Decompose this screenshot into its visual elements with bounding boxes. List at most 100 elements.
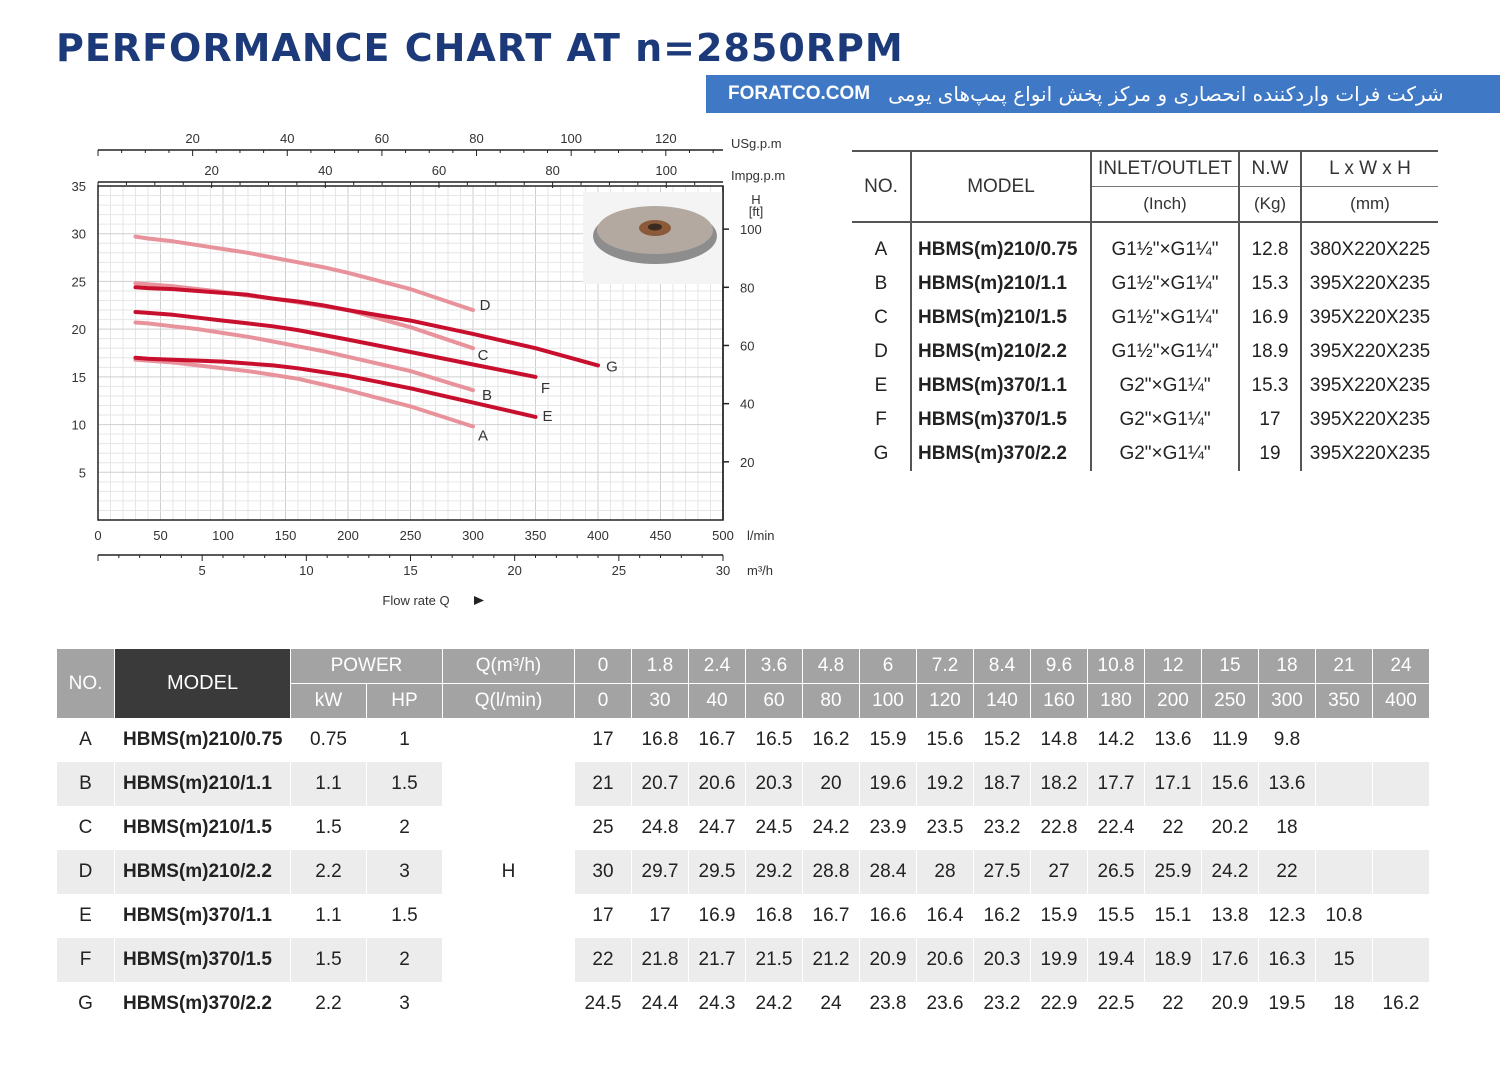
x-tick-label-m3h: 25 xyxy=(612,563,626,578)
perf-h-value: 12.3 xyxy=(1258,894,1316,938)
perf-h-value xyxy=(1372,850,1429,894)
perf-q-m3h: 0 xyxy=(574,649,632,684)
perf-h-value: 15.6 xyxy=(916,718,974,762)
perf-header-q-m3h: Q(m³/h) xyxy=(442,649,575,684)
x-tick-label-lmin: 0 xyxy=(94,528,101,543)
x-axis-impg-tick-label: 100 xyxy=(655,163,677,178)
x-axis-usg-tick-label: 100 xyxy=(560,131,582,146)
perf-h-value: 24.8 xyxy=(631,806,689,850)
perf-h-value: 19.2 xyxy=(916,762,974,806)
perf-model: HBMS(m)210/1.5 xyxy=(114,806,291,850)
spec-inlet: G2"×G1¼" xyxy=(1090,437,1239,471)
perf-h-value: 13.6 xyxy=(1258,762,1316,806)
perf-q-lmin: 100 xyxy=(859,683,917,718)
y-tick-label-m: 35 xyxy=(72,179,86,194)
perf-no: B xyxy=(56,762,115,806)
perf-h-value: 15.9 xyxy=(1030,894,1088,938)
perf-h-value: 10.8 xyxy=(1315,894,1373,938)
x-axis-impg-tick-label: 80 xyxy=(545,163,559,178)
spec-dim: 395X220X235 xyxy=(1300,403,1438,437)
x-tick-label-m3h: 20 xyxy=(507,563,521,578)
perf-no: A xyxy=(56,718,115,762)
spec-model: HBMS(m)210/0.75 xyxy=(910,222,1091,267)
y-tick-label-m: 10 xyxy=(72,418,86,433)
x-axis-usg-unit: USg.p.m xyxy=(731,136,782,151)
x-tick-label-m3h: 5 xyxy=(199,563,206,578)
perf-h-value: 13.6 xyxy=(1144,718,1202,762)
perf-h-value: 27 xyxy=(1030,850,1088,894)
perf-q-m3h: 21 xyxy=(1315,649,1373,684)
curve-label-b: B xyxy=(482,387,492,404)
perf-q-lmin: 160 xyxy=(1030,683,1088,718)
perf-model: HBMS(m)210/0.75 xyxy=(114,718,291,762)
perf-h-value xyxy=(1315,718,1373,762)
perf-h-value: 30 xyxy=(574,850,632,894)
perf-h-value xyxy=(1315,762,1373,806)
perf-h-value: 22.8 xyxy=(1030,806,1088,850)
perf-h-value xyxy=(1315,850,1373,894)
spec-model: HBMS(m)370/1.1 xyxy=(910,369,1091,403)
x-tick-label-m3h: 10 xyxy=(299,563,313,578)
perf-no: D xyxy=(56,850,115,894)
x-axis-usg-tick-label: 120 xyxy=(655,131,677,146)
perf-q-lmin: 30 xyxy=(631,683,689,718)
perf-h-value: 16.2 xyxy=(802,718,860,762)
perf-h-value: 29.5 xyxy=(688,850,746,894)
banner-text: شرکت فرات واردکننده انحصاری و مرکز پخش ا… xyxy=(888,82,1444,106)
perf-h-value xyxy=(1372,938,1429,982)
perf-header-q-lmin: Q(l/min) xyxy=(442,683,575,718)
x-tick-label-lmin: 450 xyxy=(650,528,672,543)
perf-q-lmin: 250 xyxy=(1201,683,1259,718)
perf-header-hp: HP xyxy=(366,683,443,718)
spec-header-dim: L x W x H xyxy=(1300,150,1438,187)
banner-site[interactable]: FORATCO.COM xyxy=(728,83,871,104)
perf-hp: 2 xyxy=(366,938,443,982)
x-tick-label-lmin: 400 xyxy=(587,528,609,543)
perf-h-value: 18.9 xyxy=(1144,938,1202,982)
x-axis-impg-tick-label: 20 xyxy=(204,163,218,178)
y-tick-label-m: 15 xyxy=(72,370,86,385)
perf-h-value: 19.4 xyxy=(1087,938,1145,982)
perf-q-lmin: 140 xyxy=(973,683,1031,718)
company-banner: FORATCO.COM شرکت فرات واردکننده انحصاری … xyxy=(706,75,1500,113)
spec-inlet: G1½"×G1¼" xyxy=(1090,267,1239,301)
perf-q-m3h: 8.4 xyxy=(973,649,1031,684)
perf-header-power: POWER xyxy=(290,649,443,684)
perf-hp: 1.5 xyxy=(366,894,443,938)
spec-header-model: MODEL xyxy=(910,150,1091,223)
y-axis-ft-label-part: H xyxy=(751,192,760,207)
spec-inlet: G1½"×G1¼" xyxy=(1090,301,1239,335)
perf-h-value: 18 xyxy=(1258,806,1316,850)
perf-q-m3h: 15 xyxy=(1201,649,1259,684)
perf-q-m3h: 4.8 xyxy=(802,649,860,684)
perf-h-value: 23.6 xyxy=(916,982,974,1026)
perf-h-value xyxy=(1372,894,1429,938)
y-tick-label-m: 5 xyxy=(79,465,86,480)
perf-row: B HBMS(m)210/1.1 1.1 1.5 21 20.7 20.6 20.3 20 19.… xyxy=(56,762,1429,806)
performance-table: NO. MODEL POWER Q(m³/h) 0 1.8 2.4 3.6 4.8 6 7.… xyxy=(56,649,1429,1026)
perf-h-value: 22.9 xyxy=(1030,982,1088,1026)
perf-h-value: 21.7 xyxy=(688,938,746,982)
perf-h-value: 15.9 xyxy=(859,718,917,762)
spec-header-dim-unit: (mm) xyxy=(1300,186,1438,223)
curve-a xyxy=(133,357,475,429)
y-axis-ft-label: H [ft] xyxy=(749,192,763,219)
x-axis-lmin-unit: l/min xyxy=(747,528,774,543)
x-axis-usg-tick-label: 40 xyxy=(280,131,294,146)
spec-table: NO. MODEL INLET/OUTLET N.W L x W x H (In… xyxy=(852,150,1438,471)
perf-h-value: 29.2 xyxy=(745,850,803,894)
spec-nw: 15.3 xyxy=(1238,267,1301,301)
spec-inlet: G2"×G1¼" xyxy=(1090,369,1239,403)
page-title: PERFORMANCE CHART AT n=2850RPM xyxy=(56,26,904,70)
spec-model: HBMS(m)370/1.5 xyxy=(910,403,1091,437)
perf-q-m3h: 3.6 xyxy=(745,649,803,684)
perf-h-value: 23.5 xyxy=(916,806,974,850)
perf-model: HBMS(m)370/1.1 xyxy=(114,894,291,938)
spec-dim: 395X220X235 xyxy=(1300,437,1438,471)
perf-row: D HBMS(m)210/2.2 2.2 3 30 29.7 29.5 29.2 28.8 28.… xyxy=(56,850,1429,894)
spec-nw: 19 xyxy=(1238,437,1301,471)
perf-h-value: 24.2 xyxy=(745,982,803,1026)
x-axis-impg-unit: Impg.p.m xyxy=(731,168,785,183)
perf-model: HBMS(m)210/2.2 xyxy=(114,850,291,894)
